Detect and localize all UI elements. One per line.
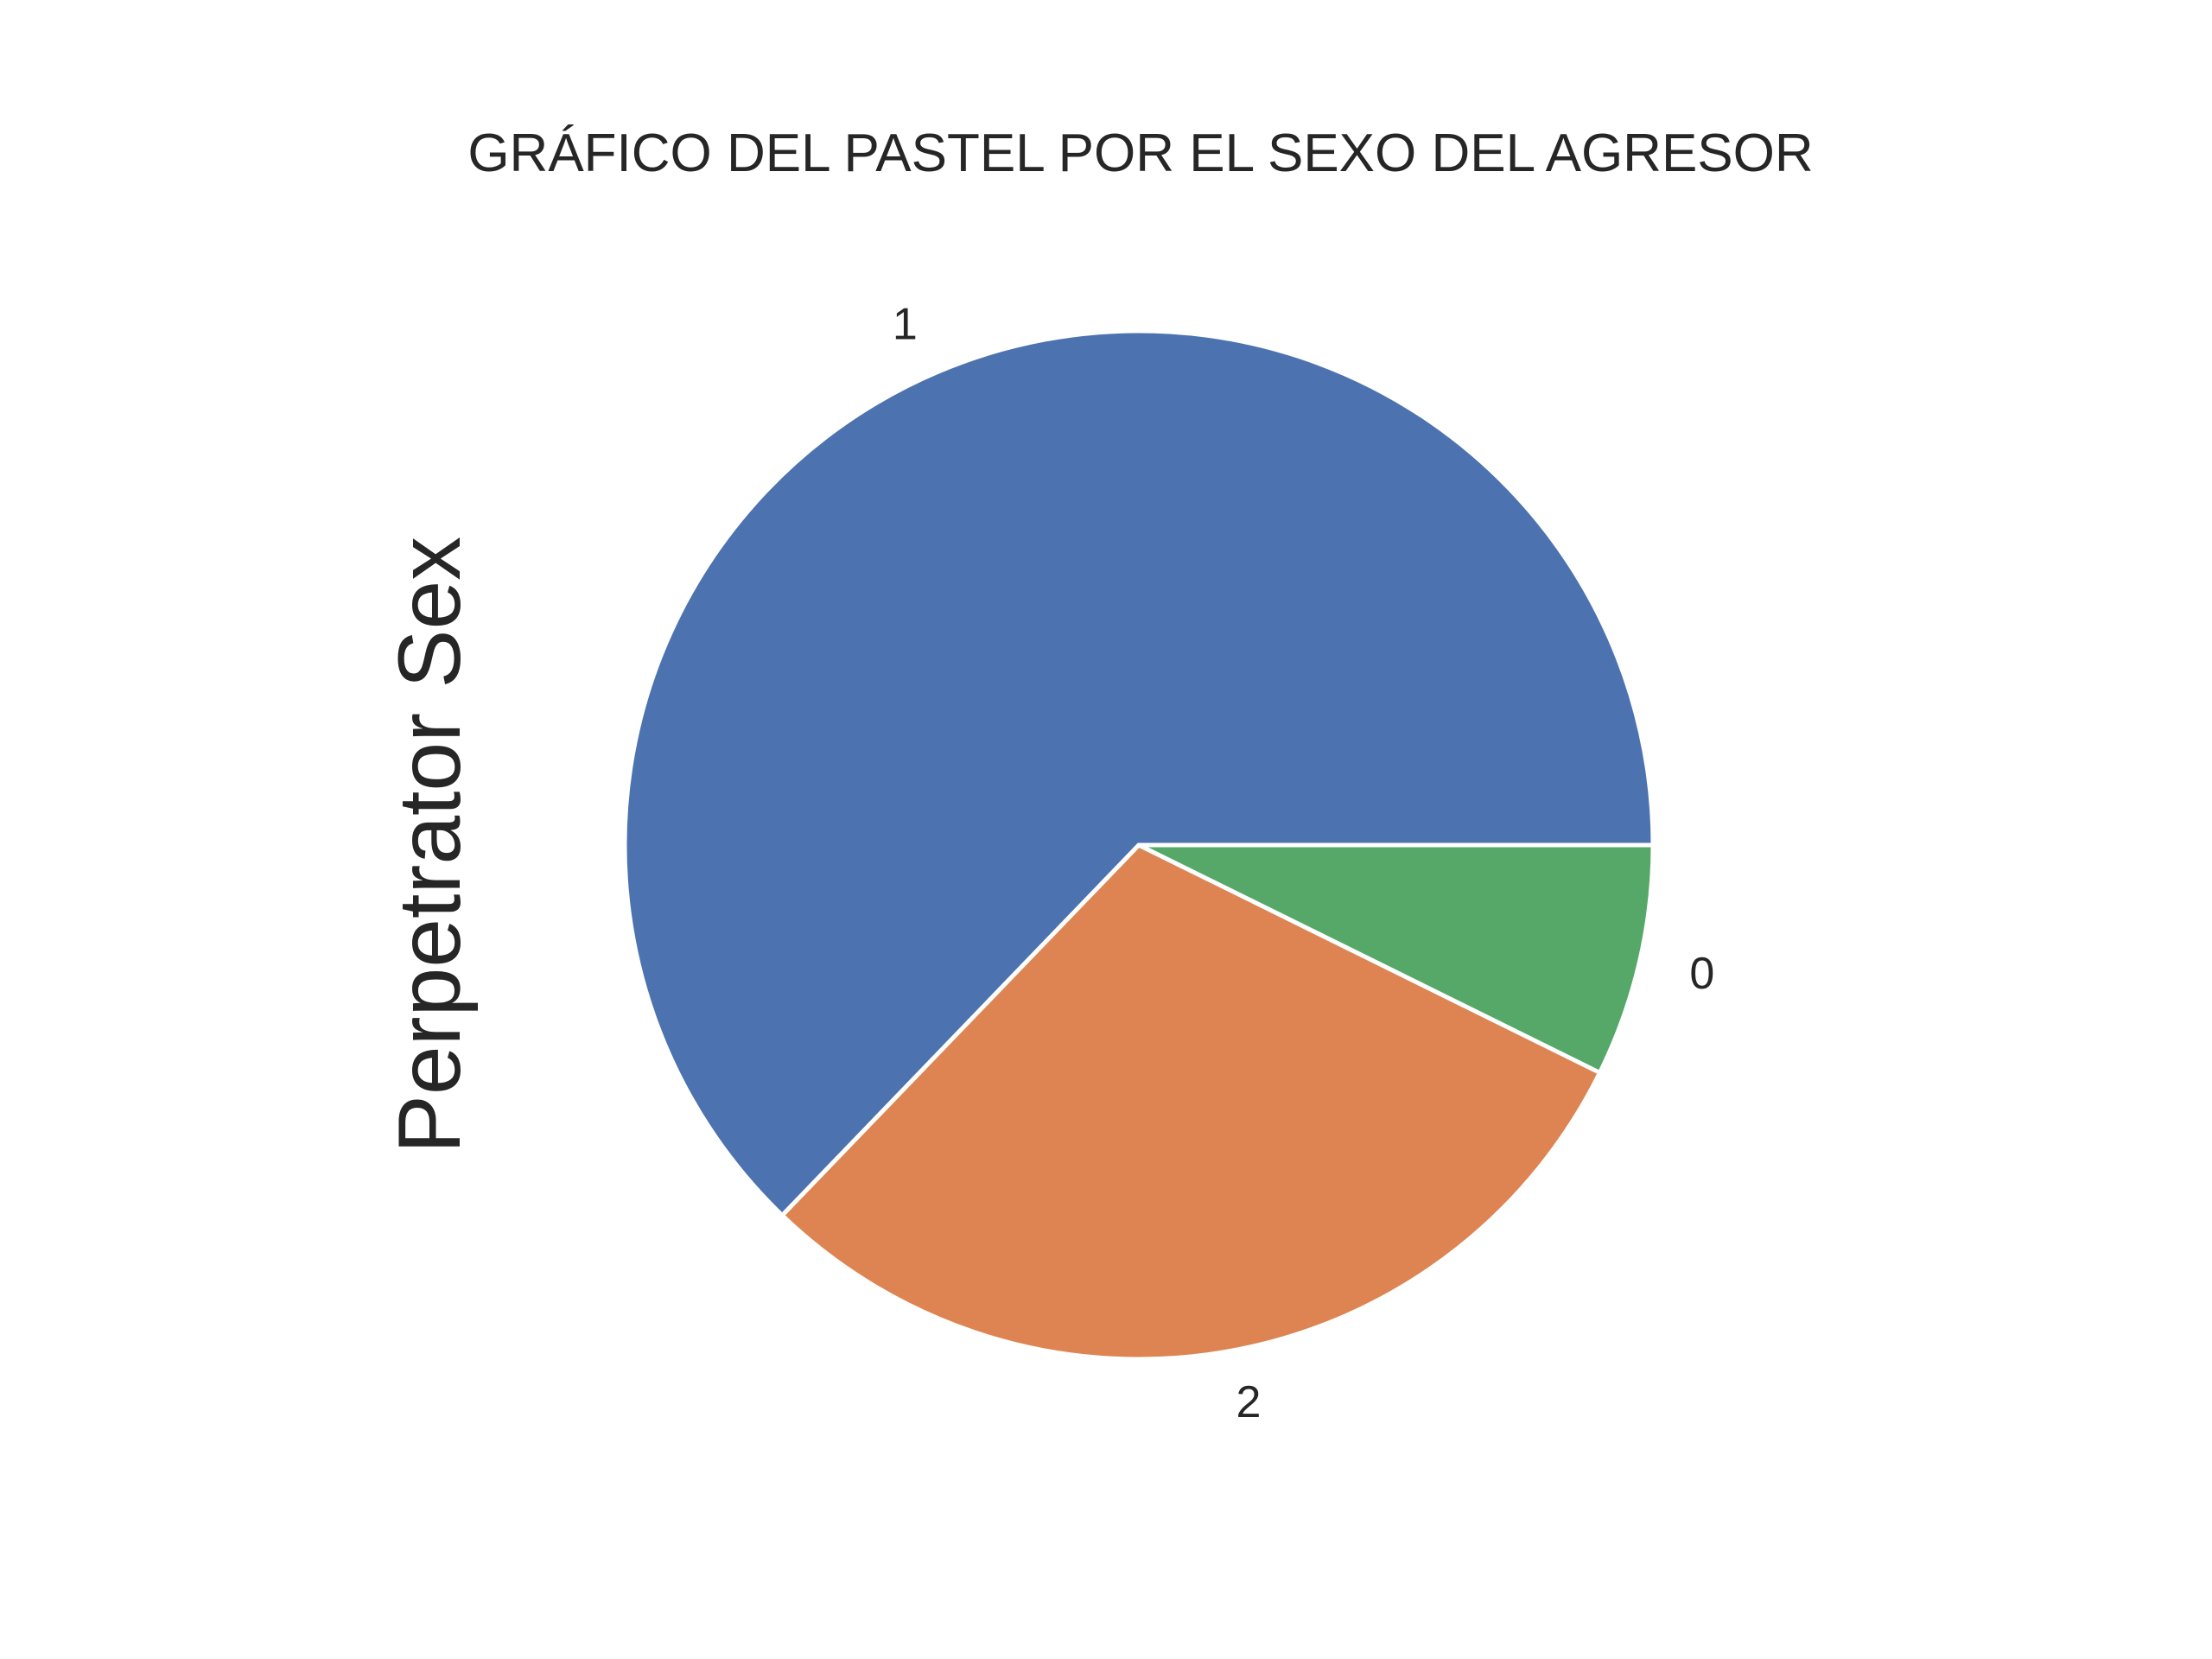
chart-title: GRÁFICO DEL PASTEL POR EL SEXO DEL AGRES… — [467, 124, 1813, 183]
y-axis-label: Perpetrator Sex — [380, 537, 479, 1154]
pie-label-1: 1 — [893, 300, 918, 350]
pie-label-2: 2 — [1236, 1377, 1262, 1427]
pie-slices — [622, 328, 1656, 1362]
pie-slice-0 — [1136, 842, 1656, 1075]
pie-label-0: 0 — [1689, 949, 1714, 999]
pie-slice-1 — [622, 328, 1656, 1218]
pie-labels: 1 2 0 — [893, 300, 1714, 1427]
